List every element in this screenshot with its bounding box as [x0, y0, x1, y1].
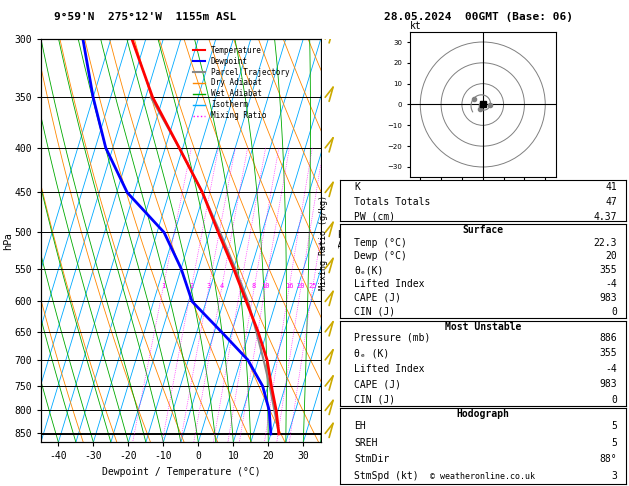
- Text: 886: 886: [599, 333, 617, 343]
- Text: Pressure (mb): Pressure (mb): [354, 333, 430, 343]
- Text: Mixing Ratio (g/kg): Mixing Ratio (g/kg): [320, 195, 328, 291]
- Y-axis label: hPa: hPa: [3, 232, 13, 249]
- Text: © weatheronline.co.uk: © weatheronline.co.uk: [430, 472, 535, 481]
- Text: 88°: 88°: [599, 454, 617, 465]
- Text: 4.37: 4.37: [594, 212, 617, 222]
- Text: Surface: Surface: [462, 225, 503, 235]
- Text: 10: 10: [261, 283, 269, 289]
- Text: Lifted Index: Lifted Index: [354, 364, 425, 374]
- Text: 4: 4: [220, 283, 224, 289]
- Text: Hodograph: Hodograph: [456, 409, 509, 418]
- Text: 25: 25: [308, 283, 317, 289]
- Text: 5: 5: [611, 438, 617, 448]
- Text: PW (cm): PW (cm): [354, 212, 395, 222]
- Text: 355: 355: [599, 265, 617, 275]
- Text: CAPE (J): CAPE (J): [354, 293, 401, 303]
- Text: 8: 8: [252, 283, 256, 289]
- Text: 0: 0: [611, 395, 617, 405]
- Text: Totals Totals: Totals Totals: [354, 197, 430, 207]
- Text: 2: 2: [189, 283, 193, 289]
- Text: 47: 47: [606, 197, 617, 207]
- Text: 22.3: 22.3: [594, 238, 617, 247]
- Text: -4: -4: [606, 364, 617, 374]
- Text: 3: 3: [611, 471, 617, 481]
- Text: 355: 355: [599, 348, 617, 358]
- Text: Temp (°C): Temp (°C): [354, 238, 407, 247]
- Text: 983: 983: [599, 380, 617, 389]
- Text: CIN (J): CIN (J): [354, 395, 395, 405]
- Text: 28.05.2024  00GMT (Base: 06): 28.05.2024 00GMT (Base: 06): [384, 12, 572, 22]
- Text: 1: 1: [161, 283, 165, 289]
- Text: θₑ(K): θₑ(K): [354, 265, 383, 275]
- Text: SREH: SREH: [354, 438, 377, 448]
- Text: 983: 983: [599, 293, 617, 303]
- Text: 41: 41: [606, 182, 617, 192]
- Text: EH: EH: [354, 421, 365, 431]
- X-axis label: Dewpoint / Temperature (°C): Dewpoint / Temperature (°C): [101, 467, 260, 477]
- Text: θₑ (K): θₑ (K): [354, 348, 389, 358]
- Text: StmSpd (kt): StmSpd (kt): [354, 471, 418, 481]
- Text: Dewp (°C): Dewp (°C): [354, 251, 407, 261]
- Text: -4: -4: [606, 279, 617, 289]
- Text: Lifted Index: Lifted Index: [354, 279, 425, 289]
- Text: 3: 3: [206, 283, 211, 289]
- Y-axis label: km
ASL: km ASL: [337, 230, 355, 251]
- Text: 9°59'N  275°12'W  1155m ASL: 9°59'N 275°12'W 1155m ASL: [53, 12, 236, 22]
- Text: CAPE (J): CAPE (J): [354, 380, 401, 389]
- Text: 5: 5: [611, 421, 617, 431]
- Text: Most Unstable: Most Unstable: [445, 322, 521, 332]
- Text: 6: 6: [238, 283, 242, 289]
- Text: CIN (J): CIN (J): [354, 307, 395, 317]
- Text: K: K: [354, 182, 360, 192]
- Text: 20: 20: [296, 283, 305, 289]
- Text: 0: 0: [611, 307, 617, 317]
- Text: 20: 20: [606, 251, 617, 261]
- Text: 16: 16: [285, 283, 293, 289]
- Text: LCL: LCL: [323, 430, 338, 438]
- Text: StmDir: StmDir: [354, 454, 389, 465]
- Legend: Temperature, Dewpoint, Parcel Trajectory, Dry Adiabat, Wet Adiabat, Isotherm, Mi: Temperature, Dewpoint, Parcel Trajectory…: [190, 43, 292, 123]
- Text: kt: kt: [410, 21, 421, 31]
